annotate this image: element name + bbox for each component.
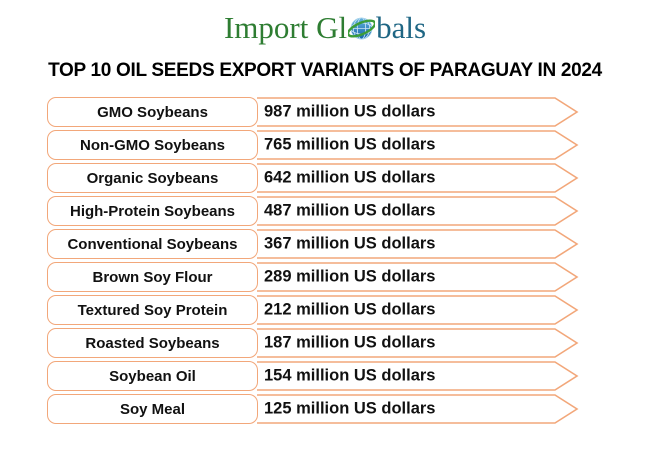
export-rows-list: GMO Soybeans 987 million US dollars Non-… — [47, 97, 579, 424]
page-title: TOP 10 OIL SEEDS EXPORT VARIANTS OF PARA… — [48, 60, 602, 81]
value-arrow: 642 million US dollars — [257, 163, 579, 193]
export-value: 367 million US dollars — [264, 234, 436, 253]
export-value: 642 million US dollars — [264, 168, 436, 187]
export-value: 487 million US dollars — [264, 201, 436, 220]
variant-label: Soy Meal — [119, 400, 186, 418]
export-value: 187 million US dollars — [264, 333, 436, 352]
value-arrow: 154 million US dollars — [257, 361, 579, 391]
variant-label: Conventional Soybeans — [67, 235, 238, 253]
variant-label-box: Textured Soy Protein — [47, 295, 258, 325]
logo-text-bals: bals — [376, 10, 427, 45]
export-value: 154 million US dollars — [264, 366, 436, 385]
export-value: 289 million US dollars — [264, 267, 436, 286]
arrow-shape — [257, 328, 579, 358]
variant-label-box: Brown Soy Flour — [47, 262, 258, 292]
variant-label: GMO Soybeans — [97, 103, 208, 121]
variant-label: Brown Soy Flour — [92, 268, 213, 286]
variant-label: Roasted Soybeans — [85, 334, 220, 352]
export-row: Roasted Soybeans 187 million US dollars — [47, 328, 579, 358]
variant-label: Soybean Oil — [109, 367, 196, 385]
variant-label-box: Conventional Soybeans — [47, 229, 258, 259]
variant-label: High-Protein Soybeans — [69, 202, 236, 220]
export-value: 987 million US dollars — [264, 102, 436, 121]
arrow-shape — [257, 196, 579, 226]
value-arrow: 212 million US dollars — [257, 295, 579, 325]
value-arrow: 487 million US dollars — [257, 196, 579, 226]
variant-label-box: Soybean Oil — [47, 361, 258, 391]
arrow-shape — [257, 130, 579, 160]
variant-label-box: High-Protein Soybeans — [47, 196, 258, 226]
arrow-shape — [257, 361, 579, 391]
export-row: Brown Soy Flour 289 million US dollars — [47, 262, 579, 292]
export-row: Soy Meal 125 million US dollars — [47, 394, 579, 424]
export-value: 125 million US dollars — [264, 399, 436, 418]
arrow-shape — [257, 262, 579, 292]
arrow-shape — [257, 229, 579, 259]
logo-text-import: Import Gl — [223, 10, 348, 45]
value-arrow: 289 million US dollars — [257, 262, 579, 292]
value-arrow: 987 million US dollars — [257, 97, 579, 127]
export-row: Non-GMO Soybeans 765 million US dollars — [47, 130, 579, 160]
value-arrow: 765 million US dollars — [257, 130, 579, 160]
arrow-shape — [257, 394, 579, 424]
variant-label: Textured Soy Protein — [77, 301, 228, 319]
logo: Import Gl bals — [0, 0, 650, 53]
export-row: Soybean Oil 154 million US dollars — [47, 361, 579, 391]
export-row: Conventional Soybeans 367 million US dol… — [47, 229, 579, 259]
value-arrow: 367 million US dollars — [257, 229, 579, 259]
arrow-shape — [257, 97, 579, 127]
variant-label-box: GMO Soybeans — [47, 97, 258, 127]
export-row: Textured Soy Protein 212 million US doll… — [47, 295, 579, 325]
variant-label-box: Roasted Soybeans — [47, 328, 258, 358]
export-value: 765 million US dollars — [264, 135, 436, 154]
variant-label: Organic Soybeans — [86, 169, 219, 187]
export-row: High-Protein Soybeans 487 million US dol… — [47, 196, 579, 226]
arrow-shape — [257, 163, 579, 193]
variant-label-box: Soy Meal — [47, 394, 258, 424]
export-row: GMO Soybeans 987 million US dollars — [47, 97, 579, 127]
value-arrow: 187 million US dollars — [257, 328, 579, 358]
export-value: 212 million US dollars — [264, 300, 436, 319]
export-row: Organic Soybeans 642 million US dollars — [47, 163, 579, 193]
variant-label: Non-GMO Soybeans — [79, 136, 225, 154]
variant-label-box: Non-GMO Soybeans — [47, 130, 258, 160]
globe-icon — [346, 13, 377, 53]
variant-label-box: Organic Soybeans — [47, 163, 258, 193]
arrow-shape — [257, 295, 579, 325]
value-arrow: 125 million US dollars — [257, 394, 579, 424]
